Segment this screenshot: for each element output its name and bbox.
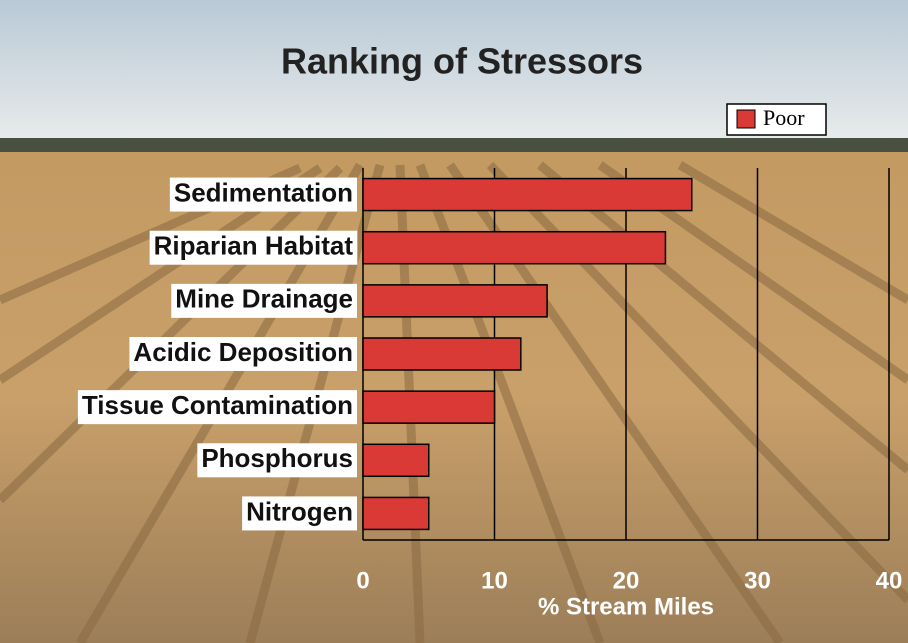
y-tick-label: Phosphorus [201, 443, 353, 473]
legend-label: Poor [763, 105, 805, 130]
y-tick-label: Mine Drainage [175, 284, 353, 314]
x-tick-label: 0 [356, 567, 369, 594]
y-tick-label: Riparian Habitat [154, 231, 354, 261]
x-tick-label: 20 [613, 567, 640, 594]
x-tick-label: 40 [876, 567, 903, 594]
bar [363, 338, 521, 370]
x-tick-label: 10 [481, 567, 508, 594]
background [0, 0, 908, 643]
chart-title: Ranking of Stressors [281, 41, 643, 82]
bar [363, 497, 429, 529]
y-tick-label: Sedimentation [174, 177, 353, 207]
bar [363, 179, 692, 211]
y-tick-label: Nitrogen [246, 496, 353, 526]
y-tick-label: Tissue Contamination [82, 390, 353, 420]
legend: Poor [727, 104, 826, 135]
chart: Ranking of Stressors Poor % Stream Miles… [0, 0, 908, 643]
x-axis-label: % Stream Miles [538, 593, 714, 620]
y-tick-label: Acidic Deposition [133, 337, 353, 367]
bar [363, 391, 495, 423]
bar [363, 444, 429, 476]
legend-swatch [737, 110, 755, 128]
x-tick-label: 30 [744, 567, 771, 594]
bar [363, 285, 547, 317]
bar [363, 232, 665, 264]
